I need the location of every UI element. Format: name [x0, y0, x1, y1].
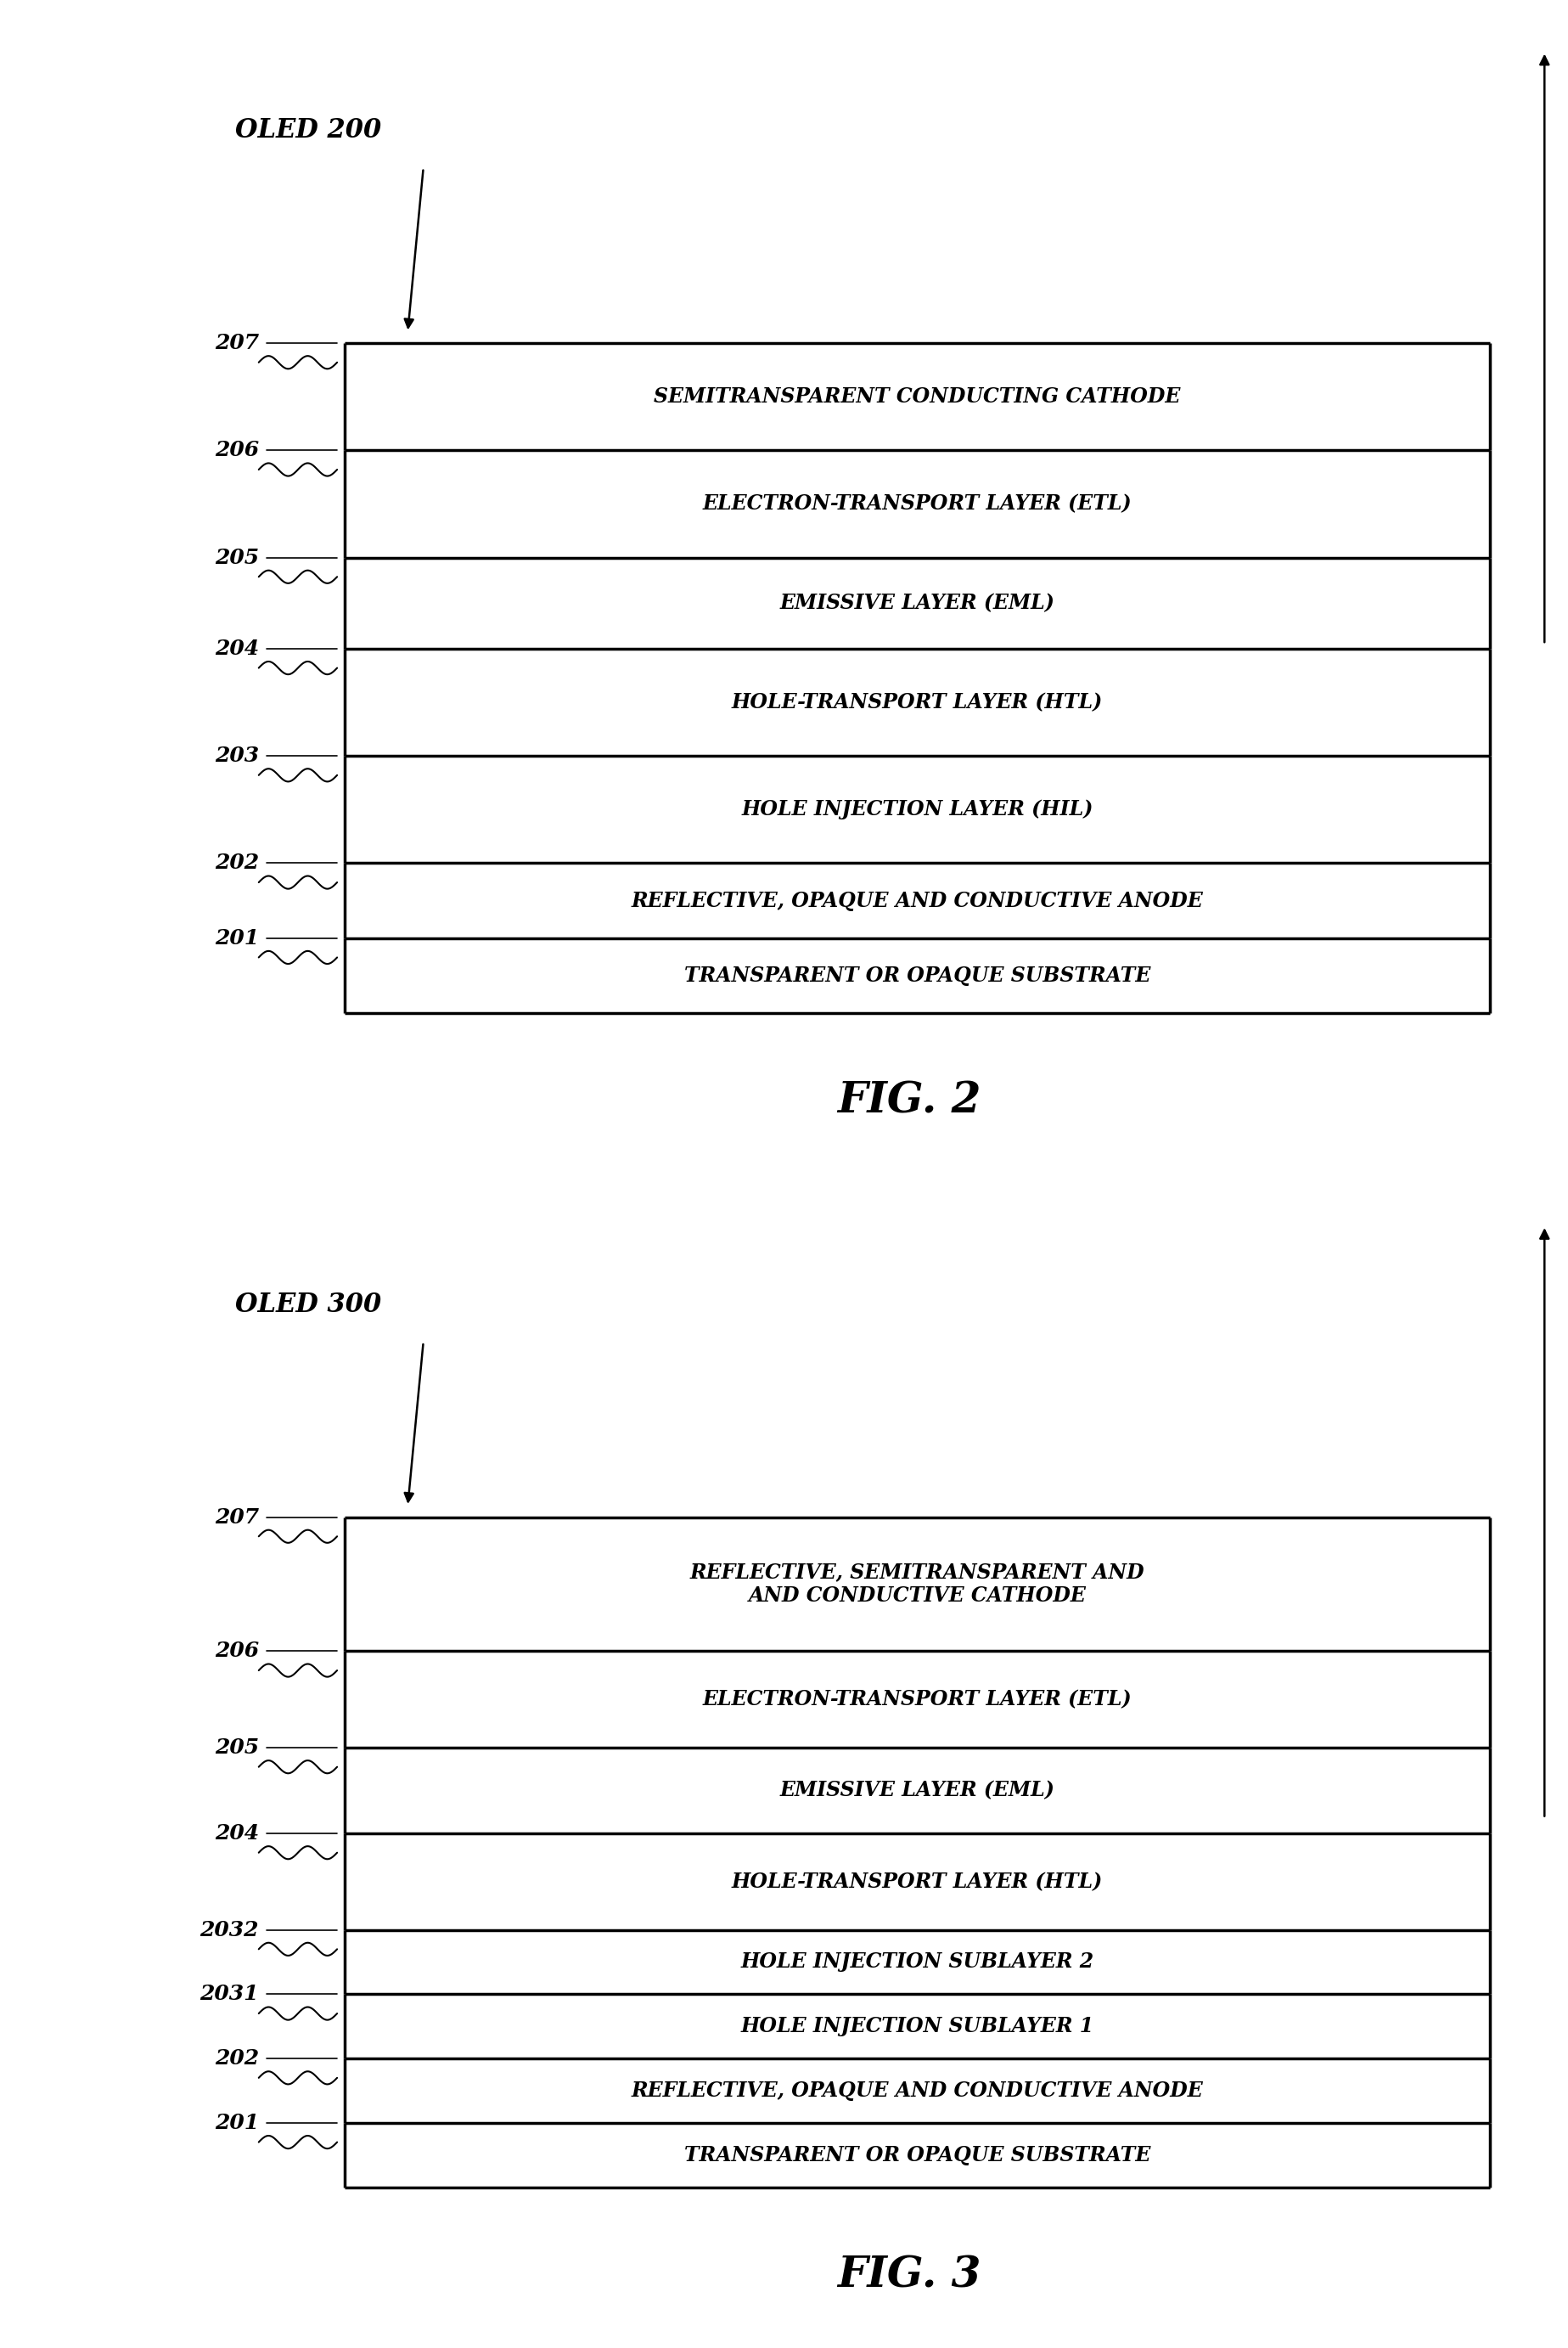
- Text: 205: 205: [215, 1738, 259, 1759]
- Text: 202: 202: [215, 2047, 259, 2069]
- Text: HOLE INJECTION SUBLAYER 2: HOLE INJECTION SUBLAYER 2: [740, 1951, 1094, 1972]
- Text: EMISSIVE LAYER (EML): EMISSIVE LAYER (EML): [779, 594, 1055, 613]
- Text: 205: 205: [215, 547, 259, 568]
- Text: ELECTRON-TRANSPORT LAYER (ETL): ELECTRON-TRANSPORT LAYER (ETL): [702, 493, 1132, 514]
- Text: REFLECTIVE, SEMITRANSPARENT AND
AND CONDUCTIVE CATHODE: REFLECTIVE, SEMITRANSPARENT AND AND COND…: [690, 1561, 1145, 1606]
- Text: FIG. 2: FIG. 2: [837, 1080, 982, 1122]
- Text: 207: 207: [215, 333, 259, 352]
- Text: REFLECTIVE, OPAQUE AND CONDUCTIVE ANODE: REFLECTIVE, OPAQUE AND CONDUCTIVE ANODE: [632, 890, 1203, 911]
- Text: 202: 202: [215, 852, 259, 873]
- Text: ELECTRON-TRANSPORT LAYER (ETL): ELECTRON-TRANSPORT LAYER (ETL): [702, 1688, 1132, 1709]
- Text: FIG. 3: FIG. 3: [837, 2254, 982, 2296]
- Text: 2031: 2031: [199, 1984, 259, 2005]
- Text: SEMITRANSPARENT CONDUCTING CATHODE: SEMITRANSPARENT CONDUCTING CATHODE: [654, 387, 1181, 406]
- Text: 201: 201: [215, 2113, 259, 2132]
- Text: HOLE-TRANSPORT LAYER (HTL): HOLE-TRANSPORT LAYER (HTL): [732, 1871, 1102, 1892]
- Text: OLED 300: OLED 300: [235, 1291, 381, 1317]
- Text: HOLE-TRANSPORT LAYER (HTL): HOLE-TRANSPORT LAYER (HTL): [732, 693, 1102, 711]
- Text: 2032: 2032: [199, 1921, 259, 1939]
- Text: TRANSPARENT OR OPAQUE SUBSTRATE: TRANSPARENT OR OPAQUE SUBSTRATE: [684, 2144, 1151, 2165]
- Text: 206: 206: [215, 1641, 259, 1662]
- Text: 201: 201: [215, 927, 259, 949]
- Text: HOLE INJECTION SUBLAYER 1: HOLE INJECTION SUBLAYER 1: [740, 2017, 1094, 2036]
- Text: EMISSIVE LAYER (EML): EMISSIVE LAYER (EML): [779, 1780, 1055, 1801]
- Text: REFLECTIVE, OPAQUE AND CONDUCTIVE ANODE: REFLECTIVE, OPAQUE AND CONDUCTIVE ANODE: [632, 2080, 1203, 2101]
- Text: TRANSPARENT OR OPAQUE SUBSTRATE: TRANSPARENT OR OPAQUE SUBSTRATE: [684, 965, 1151, 986]
- Text: HOLE INJECTION LAYER (HIL): HOLE INJECTION LAYER (HIL): [742, 798, 1093, 819]
- Text: 206: 206: [215, 439, 259, 460]
- Text: 204: 204: [215, 639, 259, 660]
- Text: 204: 204: [215, 1822, 259, 1843]
- Text: 207: 207: [215, 1507, 259, 1526]
- Text: OLED 200: OLED 200: [235, 117, 381, 143]
- Text: 203: 203: [215, 747, 259, 765]
